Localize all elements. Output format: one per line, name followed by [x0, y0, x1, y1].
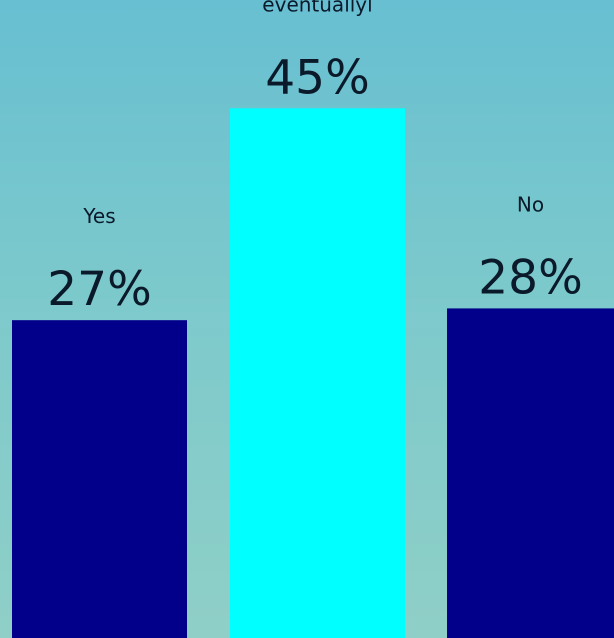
category-label-2: Yes,eventuallyl [262, 0, 372, 16]
category-label-line: eventuallyl [262, 0, 372, 16]
bars-layer [12, 108, 614, 638]
labels-layer: 27% Yes 45% Yes,eventuallyl 28% No [47, 0, 582, 317]
category-label-line: No [517, 192, 544, 216]
bar-1 [12, 320, 187, 638]
category-label-3: No [517, 192, 544, 216]
bar-3 [447, 308, 614, 638]
value-label-3: 28% [478, 250, 582, 305]
value-label-2: 45% [265, 50, 369, 105]
category-label-line: Yes [82, 204, 115, 228]
value-label-1: 27% [47, 262, 151, 317]
bar-2 [230, 108, 405, 638]
category-label-1: Yes [82, 204, 115, 228]
